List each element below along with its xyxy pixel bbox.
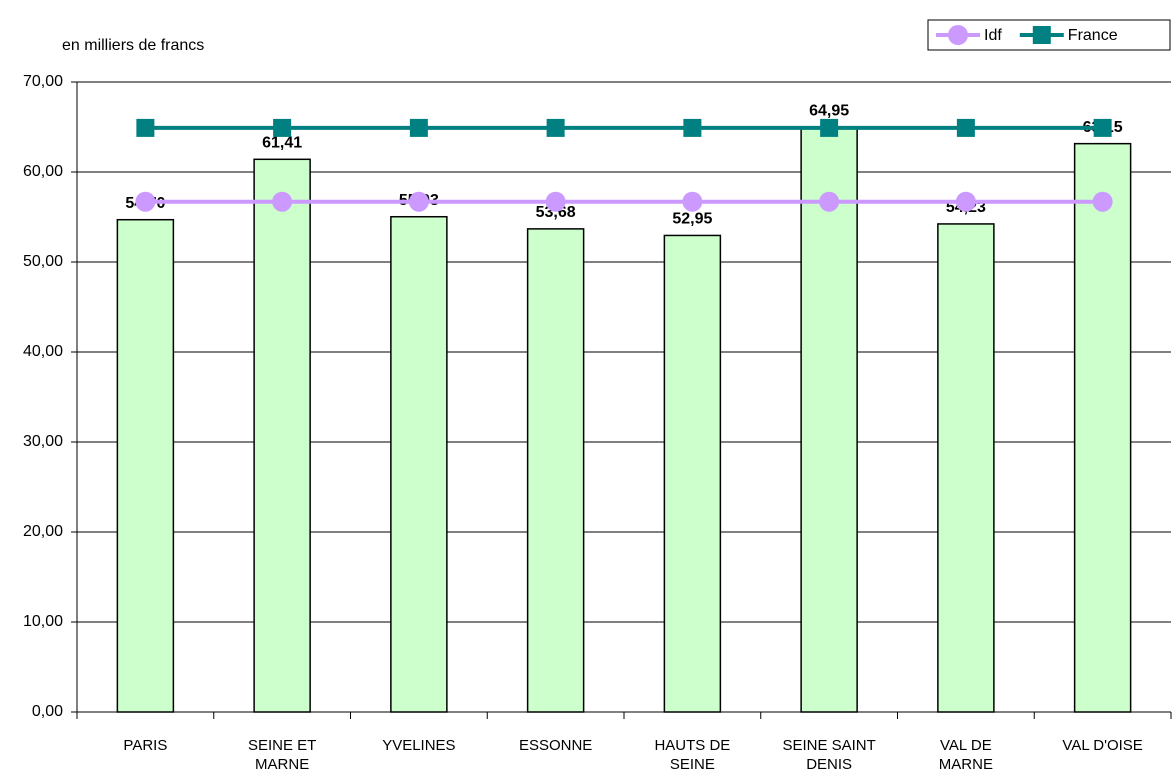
bar — [526, 228, 585, 713]
bar — [800, 126, 858, 713]
x-tick-label: VAL DE MARNE — [938, 737, 993, 773]
line-marker — [955, 191, 976, 212]
bar — [937, 223, 995, 713]
line-marker — [683, 118, 702, 137]
x-tick-label: YVELINES — [382, 737, 456, 754]
y-tick-label: 30,00 — [23, 433, 63, 450]
line-marker — [956, 118, 975, 137]
data-label: 64,95 — [809, 103, 849, 120]
y-tick-label: 50,00 — [23, 253, 63, 270]
bar — [1073, 142, 1132, 713]
y-tick-label: 70,00 — [23, 73, 63, 90]
line-marker — [1032, 26, 1051, 44]
line-marker — [545, 191, 566, 212]
line-marker — [135, 191, 156, 212]
line-marker — [273, 118, 292, 137]
line-marker — [272, 191, 293, 212]
bar — [663, 234, 722, 713]
line-marker — [1093, 118, 1112, 137]
line-marker — [820, 118, 839, 137]
y-tick-label: 40,00 — [23, 343, 63, 360]
x-tick-label: SEINE SAINT DENIS — [782, 737, 876, 773]
x-tick-label: VAL D'OISE — [1062, 737, 1143, 754]
y-tick-label: 0,00 — [32, 703, 63, 720]
data-label: 53,68 — [536, 204, 576, 221]
chart-title: en milliers de francs — [62, 37, 204, 54]
data-label: 52,95 — [672, 211, 712, 228]
line-marker — [1092, 191, 1113, 212]
line-marker — [408, 191, 429, 212]
bar — [116, 218, 175, 713]
data-label: 61,41 — [262, 135, 302, 152]
bar — [253, 158, 311, 713]
legend-label: Idf — [984, 27, 1002, 44]
x-tick-label: SEINE ET MARNE — [247, 737, 317, 773]
bar — [390, 215, 448, 713]
x-tick-label: HAUTS DE SEINE — [654, 737, 731, 773]
line-marker — [682, 191, 703, 212]
x-tick-label: ESSONNE — [518, 737, 593, 754]
line-marker — [546, 118, 565, 137]
y-tick-label: 60,00 — [23, 163, 63, 180]
line-marker — [948, 25, 968, 45]
x-tick-label: PARIS — [123, 737, 168, 754]
legend-label: France — [1068, 27, 1118, 44]
line-marker — [819, 191, 840, 212]
line-marker — [409, 118, 428, 137]
line-marker — [136, 118, 155, 137]
y-tick-label: 20,00 — [23, 523, 63, 540]
y-tick-label: 10,00 — [23, 613, 63, 630]
